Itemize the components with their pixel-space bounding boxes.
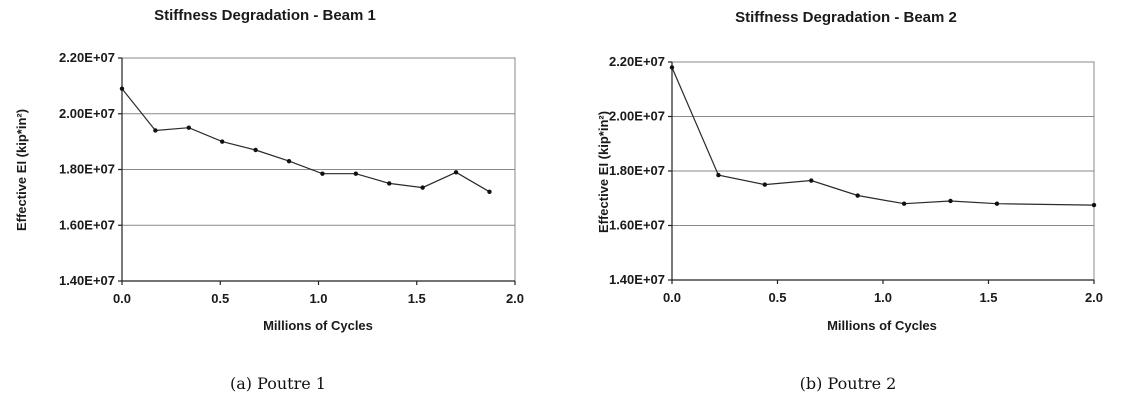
data-point (253, 147, 258, 153)
data-point (353, 171, 359, 176)
x-axis-label: Millions of Cycles (827, 318, 937, 333)
data-point (716, 172, 721, 178)
y-tick-label: 2.20E+07 (609, 54, 665, 69)
x-tick-label: 0.5 (211, 291, 229, 306)
chart-panel-beam-1: Stiffness Degradation - Beam 1 1.40E+07 1… (0, 0, 560, 401)
plot-area: 1.40E+07 1.60E+07 1.80E+07 2.00E+07 2.20E+07… (59, 50, 524, 306)
x-tick-label: 2.0 (1085, 290, 1103, 305)
series-line (671, 67, 1095, 206)
x-tick-label: 0.5 (768, 290, 786, 305)
x-tick-label: 2.0 (506, 291, 524, 306)
data-point (420, 185, 425, 190)
data-point (901, 201, 907, 206)
y-tick-label: 1.80E+07 (59, 162, 115, 177)
series-line (121, 88, 490, 193)
data-point (487, 189, 492, 194)
data-point (948, 198, 953, 204)
y-tick-label: 2.00E+07 (59, 106, 115, 121)
y-tick-label: 1.60E+07 (59, 217, 115, 232)
data-point (762, 182, 768, 187)
y-tick-label: 2.20E+07 (59, 50, 115, 65)
data-point (320, 171, 325, 176)
data-point (220, 139, 225, 144)
y-tick-labels: 1.40E+07 1.60E+07 1.80E+07 2.00E+07 2.20E+07 (609, 54, 672, 287)
chart-svg-beam-1: Stiffness Degradation - Beam 1 1.40E+071… (14, 7, 524, 393)
data-point (153, 128, 158, 133)
y-axis-label: Effective EI (kip*in²) (14, 109, 29, 231)
data-point (119, 86, 125, 91)
data-points (669, 65, 1097, 208)
grid-lines (672, 116, 1094, 226)
x-tick-labels: 0.0 0.5 1.0 1.5 2.0 (113, 281, 524, 306)
data-point (286, 158, 292, 164)
figure-caption: (b) Poutre 2 (800, 374, 897, 393)
x-tick-labels: 0.0 0.5 1.0 1.5 2.0 (663, 280, 1103, 305)
data-point (809, 178, 814, 183)
data-point (994, 201, 1000, 206)
x-tick-label: 1.5 (979, 290, 997, 305)
plot-area: 1.40E+07 1.60E+07 1.80E+07 2.00E+07 2.20E+07… (609, 54, 1103, 305)
y-tick-labels: 1.40E+07 1.60E+07 1.80E+07 2.00E+07 2.20E+07 (59, 50, 122, 288)
data-point (387, 181, 392, 186)
data-point (453, 170, 459, 175)
data-point (1091, 202, 1097, 208)
x-tick-label: 1.0 (874, 290, 892, 305)
y-tick-label: 1.80E+07 (609, 163, 665, 178)
y-tick-label: 1.40E+07 (609, 272, 665, 287)
chart-svg-beam-2: Stiffness Degradation - Beam 2 1.40E+071… (596, 9, 1103, 393)
x-tick-label: 1.5 (408, 291, 426, 306)
x-axis-label: Millions of Cycles (263, 318, 373, 333)
data-point (855, 193, 860, 198)
chart-panel-beam-2: Stiffness Degradation - Beam 2 1.40E+07 1… (566, 0, 1133, 401)
figure-caption: (a) Poutre 1 (230, 374, 326, 393)
y-tick-label: 1.60E+07 (609, 218, 665, 233)
x-tick-label: 0.0 (663, 290, 681, 305)
data-points (119, 86, 492, 194)
x-tick-label: 1.0 (309, 291, 327, 306)
chart-title: Stiffness Degradation - Beam 2 (735, 9, 957, 26)
y-tick-label: 2.00E+07 (609, 109, 665, 124)
chart-title: Stiffness Degradation - Beam 1 (154, 7, 376, 24)
grid-lines (122, 113, 515, 226)
y-tick-label: 1.40E+07 (59, 273, 115, 288)
y-axis-label: Effective EI (kip*in²) (596, 111, 611, 233)
data-point (669, 65, 675, 70)
data-point (186, 125, 192, 130)
x-tick-label: 0.0 (113, 291, 131, 306)
